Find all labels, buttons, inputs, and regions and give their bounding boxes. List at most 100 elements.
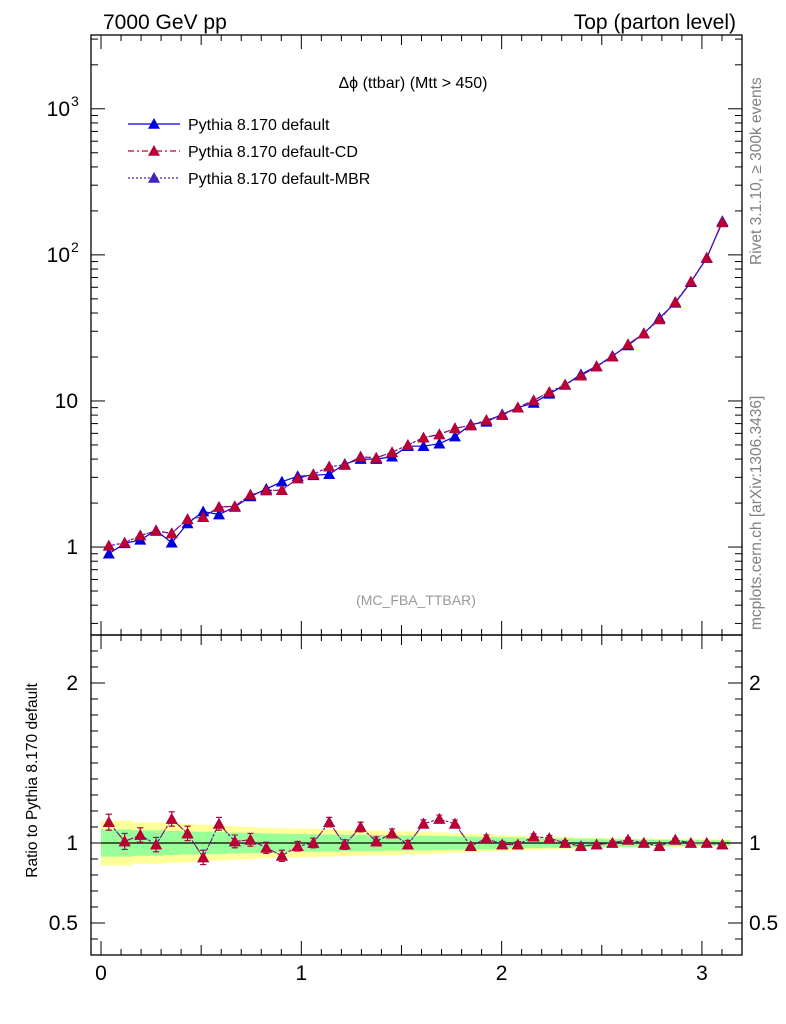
ratio-series-1-point	[354, 821, 367, 832]
ratio-series-1-point	[527, 830, 540, 842]
rivet-label: Rivet 3.1.10, ≥ 300k events	[748, 77, 765, 265]
series-2-point	[574, 369, 587, 381]
ratio-series-1-point	[480, 832, 493, 843]
series-2-point	[448, 422, 461, 434]
ratio-ytick-label-left: 2	[66, 672, 78, 695]
series-2-point	[653, 313, 666, 325]
ratio-series-1-point	[260, 841, 273, 853]
series-2-point	[700, 251, 713, 263]
header-left: 7000 GeV pp	[103, 11, 227, 34]
ratio-series-1-point	[700, 837, 713, 848]
xtick-label: 3	[696, 962, 708, 985]
mcplots-label: mcplots.cern.ch [arXiv:1306.3436]	[748, 396, 765, 630]
main-watermark: (MC_FBA_TTBAR)	[356, 592, 476, 608]
xtick-label: 2	[496, 962, 508, 985]
series-2-point	[401, 438, 414, 450]
ratio-series-1-point	[291, 840, 304, 851]
series-1-point	[275, 475, 288, 487]
series-2-point	[291, 472, 304, 484]
ratio-line-1	[108, 818, 723, 859]
series-2-point	[244, 488, 257, 500]
main-ytick-exponent: 3	[71, 93, 79, 109]
series-1-point	[448, 430, 461, 442]
main-ytick-label: 10	[47, 244, 70, 267]
ratio-series-1-point	[212, 817, 225, 829]
ratio-series-1-point	[275, 849, 288, 861]
series-1-point	[323, 468, 336, 480]
series-2-point	[197, 511, 210, 523]
series-2-point	[622, 338, 635, 350]
ratio-series-1-point	[464, 840, 477, 851]
ratio-series-1-point	[448, 817, 461, 829]
ratio-series-1-point	[165, 813, 178, 824]
ratio-ytick-label-left: 0.5	[49, 912, 78, 935]
ratio-ytick-label-left: 1	[66, 832, 78, 855]
main-ytick-exponent: 2	[71, 239, 79, 255]
ratio-series-1-point	[543, 832, 556, 843]
series-2-point	[480, 414, 493, 425]
legend: Pythia 8.170 default Pythia 8.170 default…	[128, 117, 370, 188]
ratio-series-1-point	[433, 813, 446, 824]
series-2-point	[464, 419, 477, 431]
series-2-point	[417, 431, 430, 443]
series-2-point	[134, 529, 147, 541]
ratio-series-1-point	[150, 838, 163, 850]
series-line-3	[108, 222, 723, 547]
ratio-series-1-point	[181, 827, 194, 839]
series-2-point	[637, 327, 650, 339]
ratio-series-1-point	[118, 835, 131, 847]
series-2-point	[323, 460, 336, 472]
main-ytick-label: 1	[66, 536, 78, 559]
series-1-point	[102, 547, 115, 559]
series-1-point	[165, 536, 178, 548]
ratio-series-1-point	[417, 817, 430, 829]
legend-marker-1	[148, 118, 160, 129]
series-2-point	[527, 394, 540, 406]
series-2-point	[496, 409, 509, 420]
series-2-point	[716, 216, 729, 228]
legend-marker-3	[148, 172, 160, 183]
series-1-point	[417, 440, 430, 452]
ratio-line-2	[108, 818, 723, 859]
series-line-2	[108, 222, 723, 547]
ratio-series-1-point	[496, 838, 509, 850]
series-2-point	[212, 500, 225, 512]
series-2-point	[543, 386, 556, 397]
ratio-series-1-point	[386, 827, 399, 839]
legend-marker-2	[148, 145, 160, 156]
series-2-point	[590, 360, 603, 372]
series-2-point	[606, 350, 619, 362]
series-2-point	[433, 428, 446, 440]
series-2-point	[338, 458, 351, 470]
ratio-series-1-point	[637, 837, 650, 848]
ratio-series-1-point	[244, 833, 257, 845]
series-2-point	[165, 527, 178, 539]
series-2-point	[260, 484, 273, 496]
ratio-ytick-label-right: 0.5	[749, 912, 778, 935]
ratio-series-1-point	[511, 838, 524, 850]
legend-label-3: Pythia 8.170 default-MBR	[188, 171, 370, 188]
ratio-series-1-point	[590, 838, 603, 850]
ratio-series-1-point	[653, 840, 666, 851]
ratio-ytick-label-right: 1	[749, 832, 761, 855]
ratio-series-1-point	[228, 835, 241, 847]
series-2-point	[118, 536, 131, 548]
ratio-series-1-point	[574, 840, 587, 851]
series-2-point	[386, 446, 399, 458]
series-2-point	[669, 296, 682, 307]
header-right: Top (parton level)	[574, 11, 736, 34]
main-title: Δϕ (ttbar) (Mtt > 450)	[338, 75, 487, 92]
ratio-series-1-point	[370, 835, 383, 847]
ratio-series-1-point	[323, 816, 336, 827]
ratio-series-1-point	[401, 838, 414, 850]
series-2-point	[684, 275, 697, 287]
series-2-point	[307, 468, 320, 480]
series-2-point	[511, 401, 524, 413]
series-1-point	[197, 505, 210, 517]
series-line-1	[108, 220, 723, 555]
ratio-ytick-label-right: 2	[749, 672, 761, 695]
ratio-series-1-point	[716, 838, 729, 850]
series-1-point	[433, 437, 446, 449]
ratio-series-1-point	[622, 833, 635, 845]
